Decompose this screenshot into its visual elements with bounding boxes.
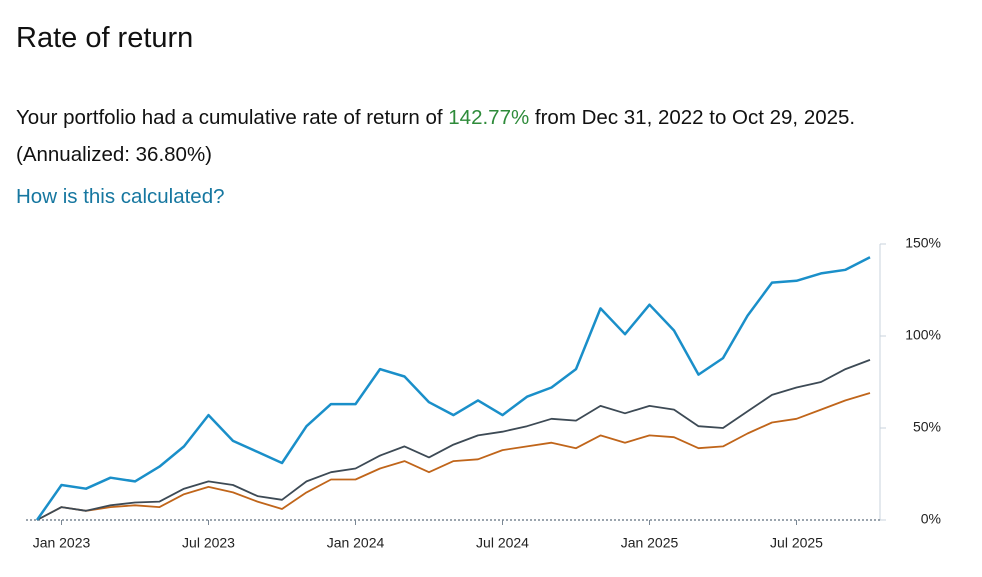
summary-text: Your portfolio had a cumulative rate of … (16, 106, 449, 129)
return-rate: 142.77% (448, 106, 530, 129)
x-tick-label: Jan 2023 (33, 535, 91, 551)
x-tick-label: Jul 2025 (770, 535, 823, 551)
y-tick-label: 50% (913, 419, 941, 435)
page-title: Rate of return (16, 22, 194, 54)
x-tick-label: Jan 2025 (621, 535, 679, 551)
summary: Your portfolio had a cumulative rate of … (16, 99, 961, 173)
x-tick-label: Jul 2023 (182, 535, 235, 551)
series-line (36, 359, 871, 521)
x-tick-label: Jul 2024 (476, 535, 529, 551)
series-line (35, 256, 871, 521)
y-tick-label: 100% (905, 327, 941, 343)
series-line (36, 392, 871, 521)
summary-text: from Dec 31, 2022 to Oct 29, 2025. (Annu… (16, 106, 856, 166)
y-tick-label: 150% (905, 235, 941, 251)
help-link[interactable]: How is this calculated? (16, 185, 225, 208)
x-tick-label: Jan 2024 (327, 535, 385, 551)
y-tick-label: 0% (921, 511, 941, 527)
